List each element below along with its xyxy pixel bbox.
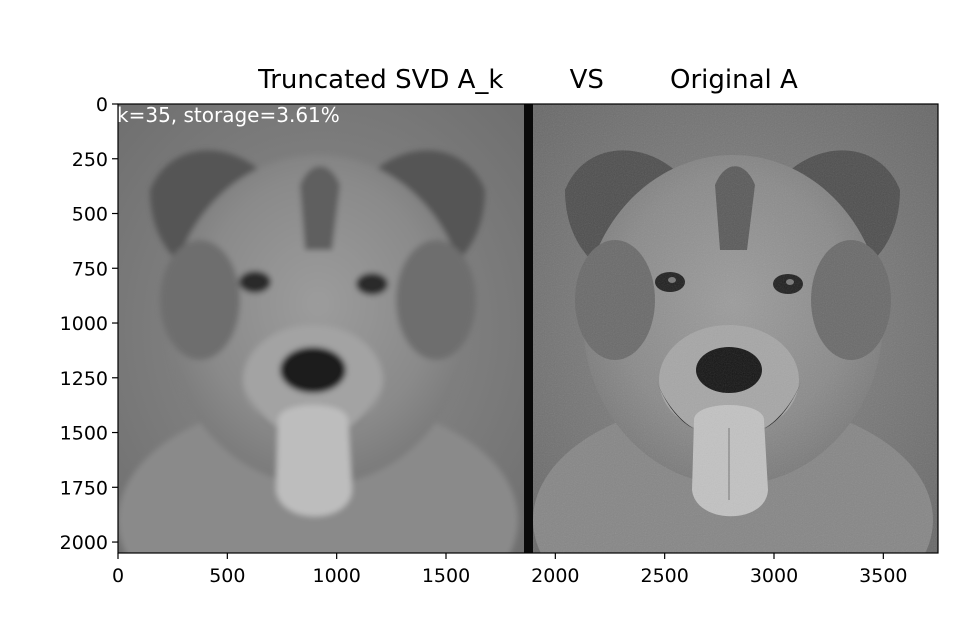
left-image-panel [118,104,524,553]
y-tick-label: 500 [72,204,108,226]
dog-image-truncated [118,150,518,553]
y-tick-label: 0 [96,94,108,116]
annotation-text: k=35, storage=3.61% [117,103,340,127]
chart-title: Truncated SVD A_k VS Original A [258,65,798,95]
x-tick-label: 2000 [531,565,579,587]
y-tick-label: 1500 [60,423,108,445]
x-axis: 0 500 1000 1500 2000 2500 3000 3500 [112,553,908,587]
x-tick-label: 0 [112,565,124,587]
x-tick-label: 500 [209,565,245,587]
x-tick-label: 3000 [750,565,798,587]
y-tick-label: 250 [72,149,108,171]
right-image-panel [533,104,938,553]
y-tick-label: 1000 [60,313,108,335]
y-tick-label: 1750 [60,477,108,499]
y-axis: 0 250 500 750 1000 1250 1500 1750 2000 [60,94,118,554]
y-tick-label: 1250 [60,368,108,390]
x-tick-label: 1000 [312,565,360,587]
x-tick-label: 2500 [640,565,688,587]
panel-divider [524,104,533,553]
y-tick-label: 750 [72,258,108,280]
x-tick-label: 1500 [422,565,470,587]
axes-frame [117,103,939,554]
x-tick-label: 3500 [859,565,907,587]
y-tick-label: 2000 [60,532,108,554]
